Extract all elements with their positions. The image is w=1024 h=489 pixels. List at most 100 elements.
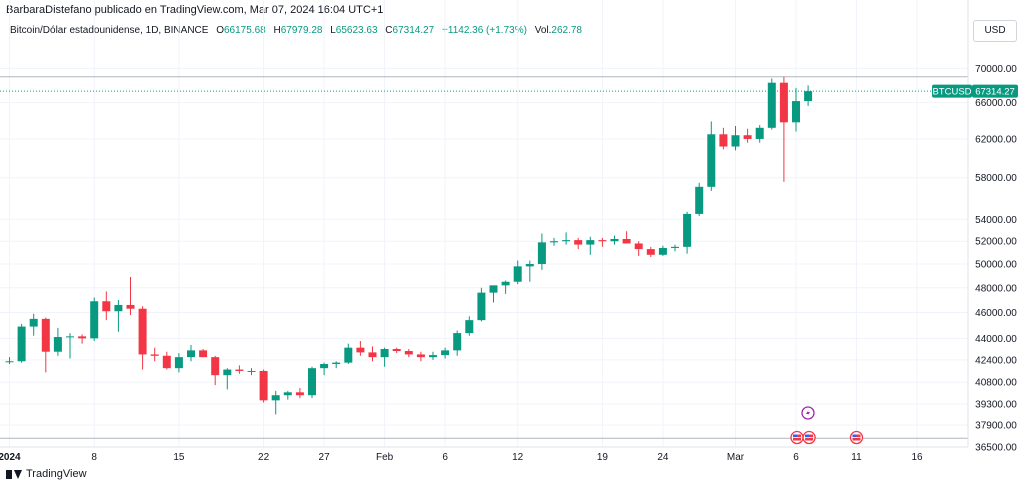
candle-body <box>211 357 220 376</box>
candle[interactable] <box>356 340 365 356</box>
candle[interactable] <box>562 232 571 245</box>
candle-body <box>90 301 99 339</box>
candle[interactable] <box>199 349 208 358</box>
candle-body <box>489 285 498 293</box>
candle[interactable] <box>247 368 256 376</box>
candle[interactable] <box>416 351 425 362</box>
candle-body <box>223 369 232 376</box>
candle[interactable] <box>295 387 304 399</box>
candle[interactable] <box>78 334 87 344</box>
flag-icon[interactable] <box>790 430 804 445</box>
candle[interactable] <box>586 236 595 255</box>
candle[interactable] <box>320 362 329 376</box>
candle[interactable] <box>162 351 171 370</box>
candle[interactable] <box>223 368 232 390</box>
event-markers <box>790 406 864 445</box>
candle[interactable] <box>29 313 38 336</box>
candle[interactable] <box>804 85 813 106</box>
candle[interactable] <box>368 346 377 362</box>
candle[interactable] <box>53 327 62 356</box>
candle[interactable] <box>537 233 546 270</box>
candle[interactable] <box>683 211 692 254</box>
candle[interactable] <box>477 287 486 322</box>
candle-body <box>792 101 800 123</box>
candle[interactable] <box>392 347 401 354</box>
candle-body <box>634 243 643 250</box>
y-axis-ticks: 70000.00 66000.00 62000.00 58000.00 54000.00… <box>975 64 1017 454</box>
candle-body <box>429 355 437 358</box>
horizontal-levels <box>0 76 968 439</box>
candle[interactable] <box>5 357 14 365</box>
candle[interactable] <box>17 323 26 363</box>
candle-body <box>283 392 292 396</box>
candles <box>5 76 813 415</box>
candle-body <box>150 354 159 356</box>
candle[interactable] <box>719 127 728 150</box>
y-tick-label: 36500.00 <box>975 443 1017 454</box>
candle[interactable] <box>441 347 450 359</box>
candle[interactable] <box>622 231 631 244</box>
candle-body <box>646 249 655 255</box>
candle[interactable] <box>731 125 740 151</box>
candle[interactable] <box>404 349 413 358</box>
candle[interactable] <box>187 344 195 362</box>
candle[interactable] <box>429 351 437 360</box>
candle[interactable] <box>453 330 462 356</box>
candle[interactable] <box>513 260 522 285</box>
y-tick-label: 39300.00 <box>975 400 1017 411</box>
symbol-description: Bitcoin/Dólar estadounidense, 1D, BINANC… <box>10 25 209 36</box>
candle[interactable] <box>707 121 716 191</box>
flag-icon[interactable] <box>849 430 864 445</box>
x-tick-label: 6 <box>442 452 448 463</box>
candle[interactable] <box>344 343 353 365</box>
candle[interactable] <box>126 276 135 316</box>
price-tag-symbol: BTCUSD <box>932 87 971 98</box>
candle[interactable] <box>102 291 111 321</box>
candle[interactable] <box>283 390 292 400</box>
candle[interactable] <box>550 237 558 246</box>
candle[interactable] <box>150 347 159 362</box>
y-tick-label: 52000.00 <box>975 237 1017 248</box>
candle[interactable] <box>271 390 280 415</box>
candle[interactable] <box>792 87 800 132</box>
candle[interactable] <box>610 235 619 245</box>
candle-body <box>767 82 776 128</box>
candle[interactable] <box>332 361 341 369</box>
candle[interactable] <box>695 182 704 217</box>
candle[interactable] <box>211 355 220 386</box>
candle[interactable] <box>138 306 147 370</box>
candle[interactable] <box>574 237 583 250</box>
currency-button[interactable]: USD <box>973 20 1017 42</box>
candle[interactable] <box>671 244 679 252</box>
candle[interactable] <box>658 245 667 256</box>
candle[interactable] <box>634 241 643 256</box>
candle[interactable] <box>259 369 268 403</box>
candle[interactable] <box>235 365 244 374</box>
candle[interactable] <box>501 280 510 294</box>
candle[interactable] <box>66 333 74 359</box>
candle-body <box>78 336 87 339</box>
candle[interactable] <box>755 125 764 143</box>
candle[interactable] <box>767 78 776 130</box>
candle[interactable] <box>308 366 316 399</box>
candle[interactable] <box>525 260 534 282</box>
candle[interactable] <box>779 76 788 182</box>
candle[interactable] <box>489 285 498 303</box>
candle[interactable] <box>90 297 99 341</box>
candle[interactable] <box>174 353 183 373</box>
candle[interactable] <box>465 316 474 336</box>
candle[interactable] <box>114 300 123 332</box>
candle-body <box>598 240 607 242</box>
y-tick-label: 70000.00 <box>975 64 1017 75</box>
candle[interactable] <box>41 317 50 373</box>
candle[interactable] <box>380 347 389 367</box>
candle-body <box>332 362 341 365</box>
lightning-icon[interactable] <box>801 406 815 420</box>
candle-body <box>247 370 256 372</box>
candle[interactable] <box>598 237 607 247</box>
tradingview-brand[interactable]: TradingView <box>6 468 87 480</box>
candle[interactable] <box>646 246 655 258</box>
flag-icon[interactable] <box>802 430 816 445</box>
candle[interactable] <box>743 128 752 143</box>
